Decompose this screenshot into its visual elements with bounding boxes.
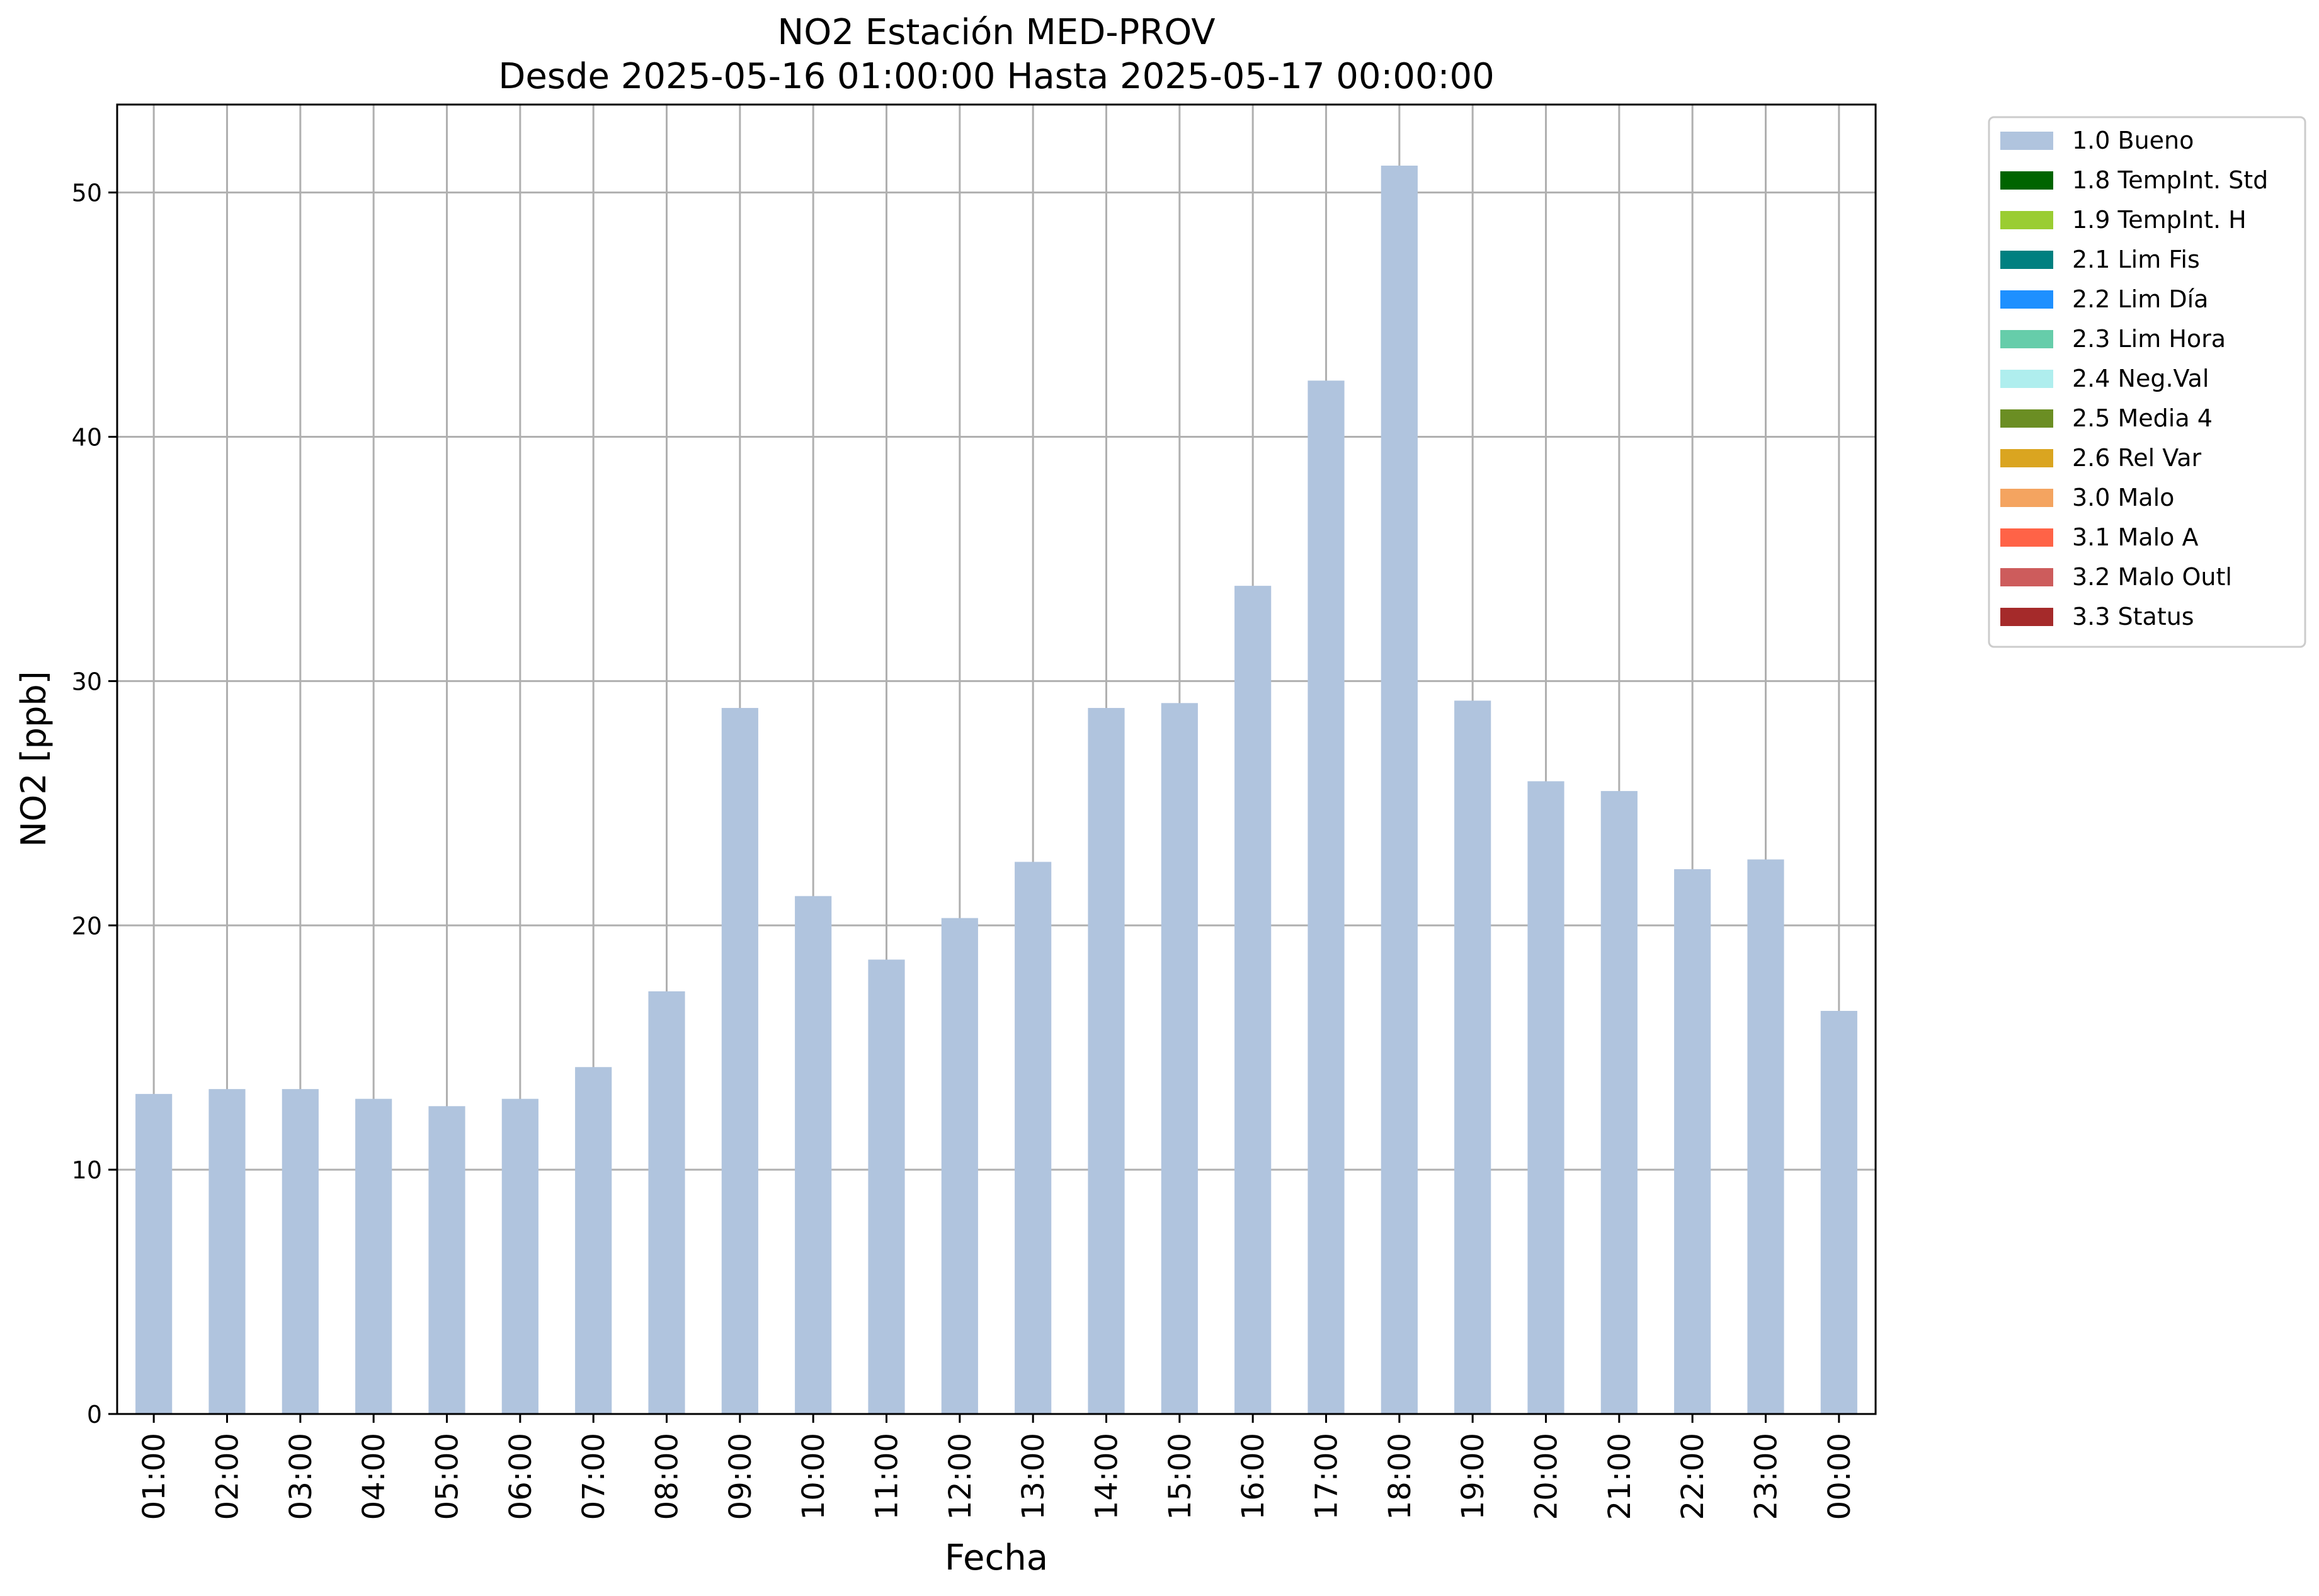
legend-swatch	[2000, 290, 2053, 309]
x-tick-label: 17:00	[1309, 1433, 1345, 1520]
bar	[1161, 703, 1198, 1414]
bar	[721, 708, 758, 1414]
bar	[1234, 586, 1272, 1414]
y-tick-label: 0	[87, 1401, 102, 1428]
x-tick-label: 16:00	[1236, 1433, 1271, 1520]
x-tick-label: 15:00	[1163, 1433, 1198, 1520]
x-tick-label: 18:00	[1382, 1433, 1418, 1520]
y-tick-label: 10	[72, 1156, 102, 1184]
chart-subtitle: Desde 2025-05-16 01:00:00 Hasta 2025-05-…	[498, 56, 1495, 97]
bar	[1454, 700, 1491, 1414]
x-tick-label: 23:00	[1749, 1433, 1784, 1520]
legend-label: 1.0 Bueno	[2072, 127, 2194, 154]
legend-swatch	[2000, 171, 2053, 190]
bar	[941, 918, 978, 1414]
bar	[1527, 781, 1564, 1414]
y-tick-label: 40	[72, 424, 102, 452]
legend-label: 2.4 Neg.Val	[2072, 365, 2209, 392]
bar	[795, 896, 832, 1414]
legend-label: 3.1 Malo A	[2072, 523, 2198, 551]
x-tick-label: 13:00	[1016, 1433, 1051, 1520]
legend-swatch	[2000, 608, 2053, 626]
bar	[1600, 790, 1638, 1414]
legend-label: 1.8 TempInt. Std	[2072, 166, 2268, 194]
y-tick-label: 20	[72, 912, 102, 940]
bar	[1381, 165, 1418, 1415]
x-tick-label: 05:00	[430, 1433, 465, 1520]
legend-box	[1988, 116, 2306, 648]
x-tick-label: 01:00	[137, 1433, 172, 1520]
bar	[428, 1106, 465, 1414]
legend-swatch	[2000, 568, 2053, 586]
x-tick-label: 07:00	[576, 1433, 612, 1520]
legend: 1.0 Bueno 1.8 TempInt. Std 1.9 TempInt. H 2…	[1988, 116, 2306, 648]
legend-swatch	[2000, 370, 2053, 388]
x-axis: 01:00 02:00 03:00 04:00 05:00 06:00 07:00 08:00…	[137, 1414, 1857, 1520]
legend-swatch	[2000, 132, 2053, 150]
legend-label: 3.3 Status	[2072, 603, 2194, 630]
legend-swatch	[2000, 409, 2053, 428]
bar	[575, 1067, 612, 1414]
legend-label: 2.2 Lim Día	[2072, 285, 2208, 313]
bars	[135, 165, 1857, 1415]
legend-swatch	[2000, 528, 2053, 547]
x-tick-label: 00:00	[1822, 1433, 1857, 1520]
x-tick-label: 09:00	[723, 1433, 758, 1520]
x-tick-label: 10:00	[796, 1433, 831, 1520]
y-tick-label: 50	[72, 180, 102, 207]
bar	[1674, 869, 1711, 1414]
x-tick-label: 08:00	[650, 1433, 685, 1520]
legend-swatch	[2000, 251, 2053, 269]
x-tick-label: 04:00	[356, 1433, 392, 1520]
legend-label: 2.3 Lim Hora	[2072, 325, 2226, 353]
legend-swatch	[2000, 330, 2053, 348]
bar	[501, 1098, 538, 1414]
legend-label: 3.2 Malo Outl	[2072, 563, 2232, 591]
x-tick-label: 14:00	[1090, 1433, 1125, 1520]
bar	[1015, 862, 1052, 1414]
bar	[355, 1098, 392, 1414]
x-tick-label: 06:00	[503, 1433, 538, 1520]
bar	[868, 959, 905, 1414]
bar	[1820, 1011, 1857, 1414]
x-tick-label: 12:00	[943, 1433, 978, 1520]
legend-swatch	[2000, 449, 2053, 467]
y-tick-label: 30	[72, 668, 102, 695]
legend-swatch	[2000, 489, 2053, 507]
x-tick-label: 11:00	[870, 1433, 905, 1520]
legend-label: 1.9 TempInt. H	[2072, 206, 2247, 234]
plot-frame	[116, 103, 1877, 1415]
bar	[282, 1089, 319, 1414]
bar	[208, 1089, 246, 1414]
x-tick-label: 19:00	[1456, 1433, 1491, 1520]
bar	[1747, 859, 1784, 1414]
y-axis: 0 10 20 30 40 50	[72, 180, 117, 1428]
chart-title: NO2 Estación MED-PROV	[777, 12, 1215, 53]
x-tick-label: 03:00	[283, 1433, 319, 1520]
bar	[1308, 380, 1345, 1414]
x-axis-label: Fecha	[945, 1537, 1048, 1578]
x-tick-label: 21:00	[1602, 1433, 1638, 1520]
x-tick-label: 20:00	[1529, 1433, 1564, 1520]
legend-label: 2.5 Media 4	[2072, 404, 2213, 432]
bar	[1088, 708, 1125, 1414]
y-axis-label: NO2 [ppb]	[14, 671, 54, 846]
legend-label: 2.1 Lim Fis	[2072, 246, 2200, 273]
legend-swatch	[2000, 211, 2053, 229]
bar	[648, 991, 685, 1414]
bar	[135, 1093, 173, 1414]
x-tick-label: 22:00	[1675, 1433, 1711, 1520]
legend-label: 3.0 Malo	[2072, 484, 2174, 511]
x-tick-label: 02:00	[210, 1433, 246, 1520]
legend-label: 2.6 Rel Var	[2072, 444, 2202, 472]
